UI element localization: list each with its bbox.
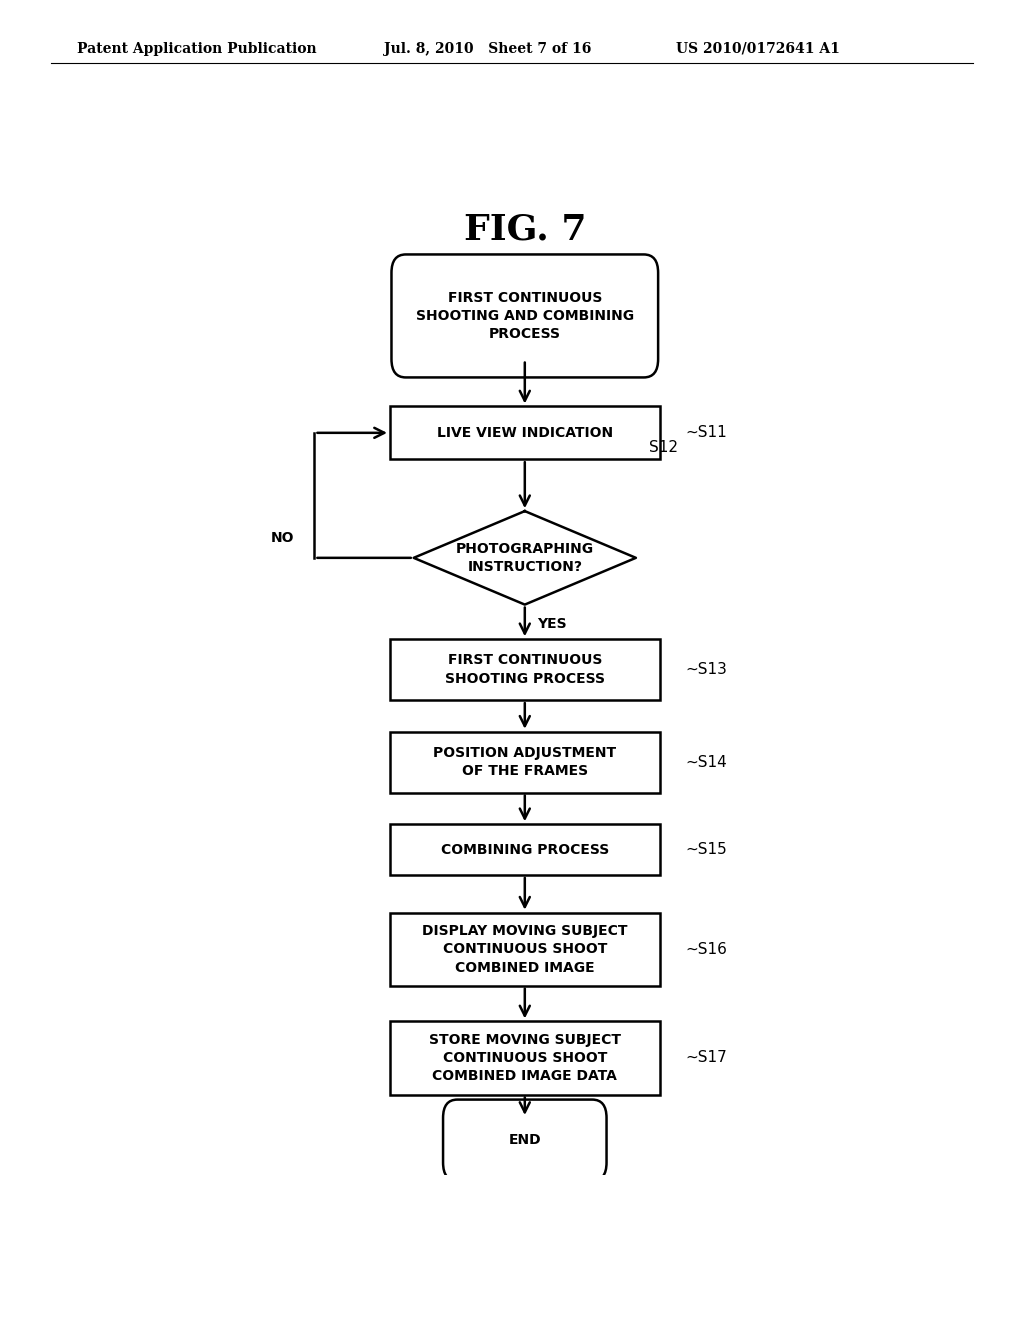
Text: COMBINING PROCESS: COMBINING PROCESS <box>440 842 609 857</box>
FancyBboxPatch shape <box>390 407 659 459</box>
Text: ~S15: ~S15 <box>685 842 727 857</box>
Text: ~S11: ~S11 <box>685 425 727 441</box>
FancyBboxPatch shape <box>390 1022 659 1094</box>
Text: POSITION ADJUSTMENT
OF THE FRAMES: POSITION ADJUSTMENT OF THE FRAMES <box>433 746 616 779</box>
Text: NO: NO <box>271 531 295 545</box>
Text: FIRST CONTINUOUS
SHOOTING AND COMBINING
PROCESS: FIRST CONTINUOUS SHOOTING AND COMBINING … <box>416 290 634 342</box>
FancyBboxPatch shape <box>443 1100 606 1181</box>
FancyBboxPatch shape <box>391 255 658 378</box>
FancyBboxPatch shape <box>390 639 659 700</box>
Text: DISPLAY MOVING SUBJECT
CONTINUOUS SHOOT
COMBINED IMAGE: DISPLAY MOVING SUBJECT CONTINUOUS SHOOT … <box>422 924 628 974</box>
FancyBboxPatch shape <box>390 912 659 986</box>
Text: Patent Application Publication: Patent Application Publication <box>77 42 316 55</box>
Text: S12: S12 <box>648 440 678 455</box>
FancyBboxPatch shape <box>390 731 659 792</box>
Text: ~S13: ~S13 <box>685 663 727 677</box>
FancyBboxPatch shape <box>390 824 659 875</box>
Text: Jul. 8, 2010   Sheet 7 of 16: Jul. 8, 2010 Sheet 7 of 16 <box>384 42 592 55</box>
Text: LIVE VIEW INDICATION: LIVE VIEW INDICATION <box>437 426 612 440</box>
Text: STORE MOVING SUBJECT
CONTINUOUS SHOOT
COMBINED IMAGE DATA: STORE MOVING SUBJECT CONTINUOUS SHOOT CO… <box>429 1032 621 1084</box>
Text: FIG. 7: FIG. 7 <box>464 213 586 247</box>
Text: ~S14: ~S14 <box>685 755 727 770</box>
Text: US 2010/0172641 A1: US 2010/0172641 A1 <box>676 42 840 55</box>
Text: END: END <box>509 1134 541 1147</box>
Text: ~S16: ~S16 <box>685 941 727 957</box>
Text: PHOTOGRAPHING
INSTRUCTION?: PHOTOGRAPHING INSTRUCTION? <box>456 541 594 574</box>
Polygon shape <box>414 511 636 605</box>
Text: ~S17: ~S17 <box>685 1051 727 1065</box>
Text: YES: YES <box>537 616 566 631</box>
Text: FIRST CONTINUOUS
SHOOTING PROCESS: FIRST CONTINUOUS SHOOTING PROCESS <box>444 653 605 686</box>
